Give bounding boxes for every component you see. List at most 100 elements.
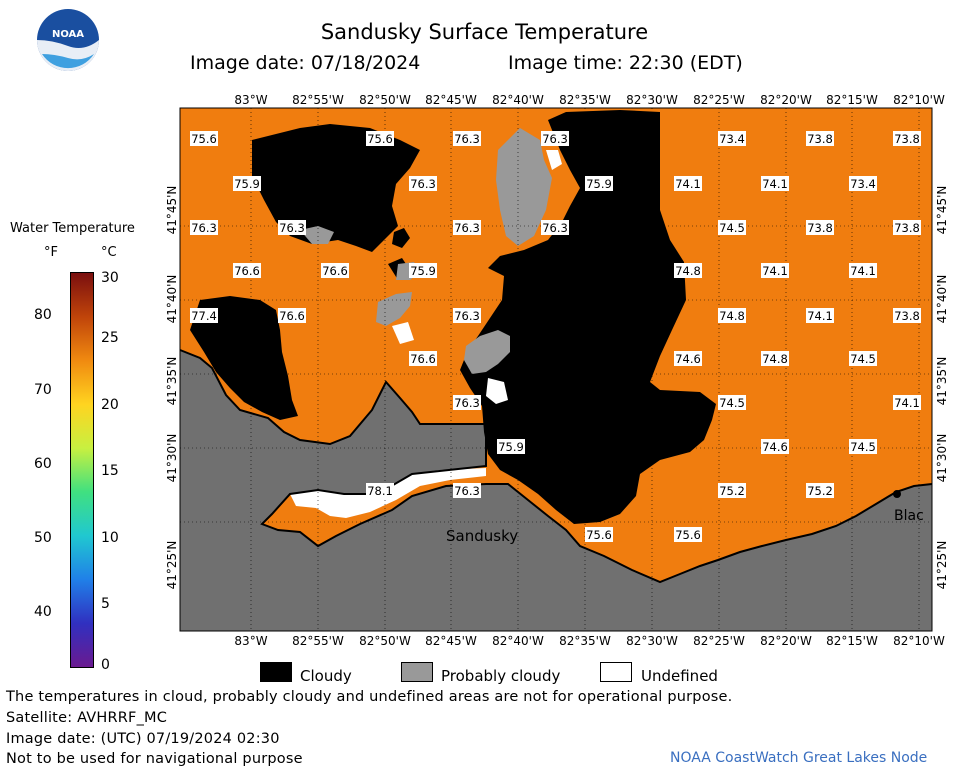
bottom-longitude-label: 82°40'W bbox=[492, 634, 544, 648]
left-latitude-label: 41°35'N bbox=[165, 357, 179, 406]
fahrenheit-tick: 80 bbox=[34, 307, 52, 323]
temperature-label: 75.9 bbox=[585, 176, 613, 191]
svg-text:73.8: 73.8 bbox=[807, 132, 833, 146]
svg-text:74.8: 74.8 bbox=[762, 352, 788, 366]
svg-text:74.6: 74.6 bbox=[675, 352, 701, 366]
bottom-longitude-label: 82°50'W bbox=[359, 634, 411, 648]
svg-text:74.1: 74.1 bbox=[762, 177, 788, 191]
bottom-longitude-label: 82°55'W bbox=[292, 634, 344, 648]
temperature-label: 75.6 bbox=[190, 131, 218, 146]
map-title: Sandusky Surface Temperature bbox=[320, 20, 649, 44]
top-longitude-label: 82°20'W bbox=[760, 93, 812, 107]
legend-swatch-undefined bbox=[600, 662, 632, 682]
svg-text:75.6: 75.6 bbox=[191, 132, 217, 146]
temperature-label: 76.3 bbox=[453, 395, 481, 410]
temperature-label: 76.6 bbox=[278, 308, 306, 323]
svg-text:74.5: 74.5 bbox=[719, 396, 745, 410]
svg-text:74.6: 74.6 bbox=[762, 440, 788, 454]
temperature-label: 73.8 bbox=[893, 131, 921, 146]
svg-text:73.8: 73.8 bbox=[894, 309, 920, 323]
top-longitude-label: 82°45'W bbox=[425, 93, 477, 107]
top-longitude-label: 82°50'W bbox=[359, 93, 411, 107]
svg-text:76.3: 76.3 bbox=[279, 221, 305, 235]
legend-label-cloudy: Cloudy bbox=[300, 667, 352, 685]
temperature-label: 75.6 bbox=[366, 131, 394, 146]
fahrenheit-tick: 50 bbox=[34, 530, 52, 546]
temperature-label: 74.1 bbox=[893, 395, 921, 410]
left-latitude-label: 41°45'N bbox=[165, 186, 179, 235]
temperature-label: 74.1 bbox=[674, 176, 702, 191]
bottom-longitude-label: 83°W bbox=[234, 634, 267, 648]
svg-text:76.3: 76.3 bbox=[542, 221, 568, 235]
top-longitude-label: 82°30'W bbox=[626, 93, 678, 107]
map-frame bbox=[179, 107, 933, 632]
temperature-label: 73.4 bbox=[849, 176, 877, 191]
city-marker bbox=[893, 490, 901, 498]
temperature-label: 74.5 bbox=[849, 351, 877, 366]
temperature-label: 74.5 bbox=[849, 439, 877, 454]
top-longitude-label: 83°W bbox=[234, 93, 267, 107]
svg-text:76.3: 76.3 bbox=[454, 221, 480, 235]
svg-text:76.3: 76.3 bbox=[454, 309, 480, 323]
temperature-label: 73.4 bbox=[718, 131, 746, 146]
temperature-label: 73.8 bbox=[893, 220, 921, 235]
temperature-label: 76.3 bbox=[190, 220, 218, 235]
legend-label-undefined: Undefined bbox=[641, 667, 718, 685]
temperature-label: 76.3 bbox=[453, 220, 481, 235]
svg-text:76.6: 76.6 bbox=[322, 264, 348, 278]
land-area bbox=[180, 350, 932, 631]
temperature-label: 75.6 bbox=[585, 527, 613, 542]
right-latitude-label: 41°35'N bbox=[935, 357, 949, 406]
bottom-longitude-label: 82°15'W bbox=[826, 634, 878, 648]
svg-text:76.6: 76.6 bbox=[279, 309, 305, 323]
footer-note: The temperatures in cloud, probably clou… bbox=[6, 689, 733, 705]
fahrenheit-tick: 40 bbox=[34, 604, 52, 620]
temperature-label: 76.3 bbox=[541, 220, 569, 235]
celsius-tick: 25 bbox=[101, 330, 119, 346]
temperature-label: 78.1 bbox=[366, 483, 394, 498]
temperature-label: 76.3 bbox=[278, 220, 306, 235]
temperature-label: 76.3 bbox=[541, 131, 569, 146]
celsius-tick: 5 bbox=[101, 596, 110, 612]
temperature-label: 74.5 bbox=[718, 220, 746, 235]
svg-text:76.6: 76.6 bbox=[410, 352, 436, 366]
svg-text:75.6: 75.6 bbox=[586, 528, 612, 542]
svg-text:74.1: 74.1 bbox=[850, 264, 876, 278]
svg-text:74.1: 74.1 bbox=[894, 396, 920, 410]
temperature-labels: 75.6 75.6 76.3 76.3 73.4 73.8 73.8 75.9 76.3 75.9… bbox=[190, 131, 921, 542]
celsius-tick: 10 bbox=[101, 530, 119, 546]
place-label-sandusky: Sandusky bbox=[446, 527, 518, 545]
footer-nav: Not to be used for navigational purpose bbox=[6, 751, 303, 767]
right-latitude-label: 41°40'N bbox=[935, 275, 949, 324]
svg-text:74.1: 74.1 bbox=[675, 177, 701, 191]
temperature-label: 75.9 bbox=[497, 439, 525, 454]
bottom-longitude-label: 82°45'W bbox=[425, 634, 477, 648]
image-time: Image time: 22:30 (EDT) bbox=[508, 52, 743, 74]
temperature-label: 76.3 bbox=[453, 131, 481, 146]
svg-text:76.6: 76.6 bbox=[234, 264, 260, 278]
svg-text:74.1: 74.1 bbox=[762, 264, 788, 278]
noaa-logo: NOAA bbox=[37, 9, 99, 71]
temperature-label: 74.1 bbox=[761, 176, 789, 191]
celsius-tick: 20 bbox=[101, 397, 119, 413]
svg-text:75.9: 75.9 bbox=[586, 177, 612, 191]
svg-text:74.5: 74.5 bbox=[850, 352, 876, 366]
footer-utc-date: Image date: (UTC) 07/19/2024 02:30 bbox=[6, 731, 280, 747]
footer-satellite: Satellite: AVHRRF_MC bbox=[6, 710, 168, 726]
colorbar-gradient bbox=[70, 272, 94, 668]
svg-text:75.9: 75.9 bbox=[410, 264, 436, 278]
bottom-longitude-label: 82°20'W bbox=[760, 634, 812, 648]
temperature-label: 74.1 bbox=[806, 308, 834, 323]
svg-text:76.3: 76.3 bbox=[191, 221, 217, 235]
top-longitude-label: 82°15'W bbox=[826, 93, 878, 107]
temperature-label: 75.2 bbox=[718, 483, 746, 498]
fahrenheit-tick: 60 bbox=[34, 456, 52, 472]
svg-text:75.9: 75.9 bbox=[498, 440, 524, 454]
temperature-label: 77.4 bbox=[190, 308, 218, 323]
top-longitude-label: 82°25'W bbox=[693, 93, 745, 107]
unit-celsius: °C bbox=[101, 245, 117, 260]
temperature-label: 73.8 bbox=[806, 220, 834, 235]
svg-text:73.8: 73.8 bbox=[894, 221, 920, 235]
temperature-label: 74.1 bbox=[761, 263, 789, 278]
